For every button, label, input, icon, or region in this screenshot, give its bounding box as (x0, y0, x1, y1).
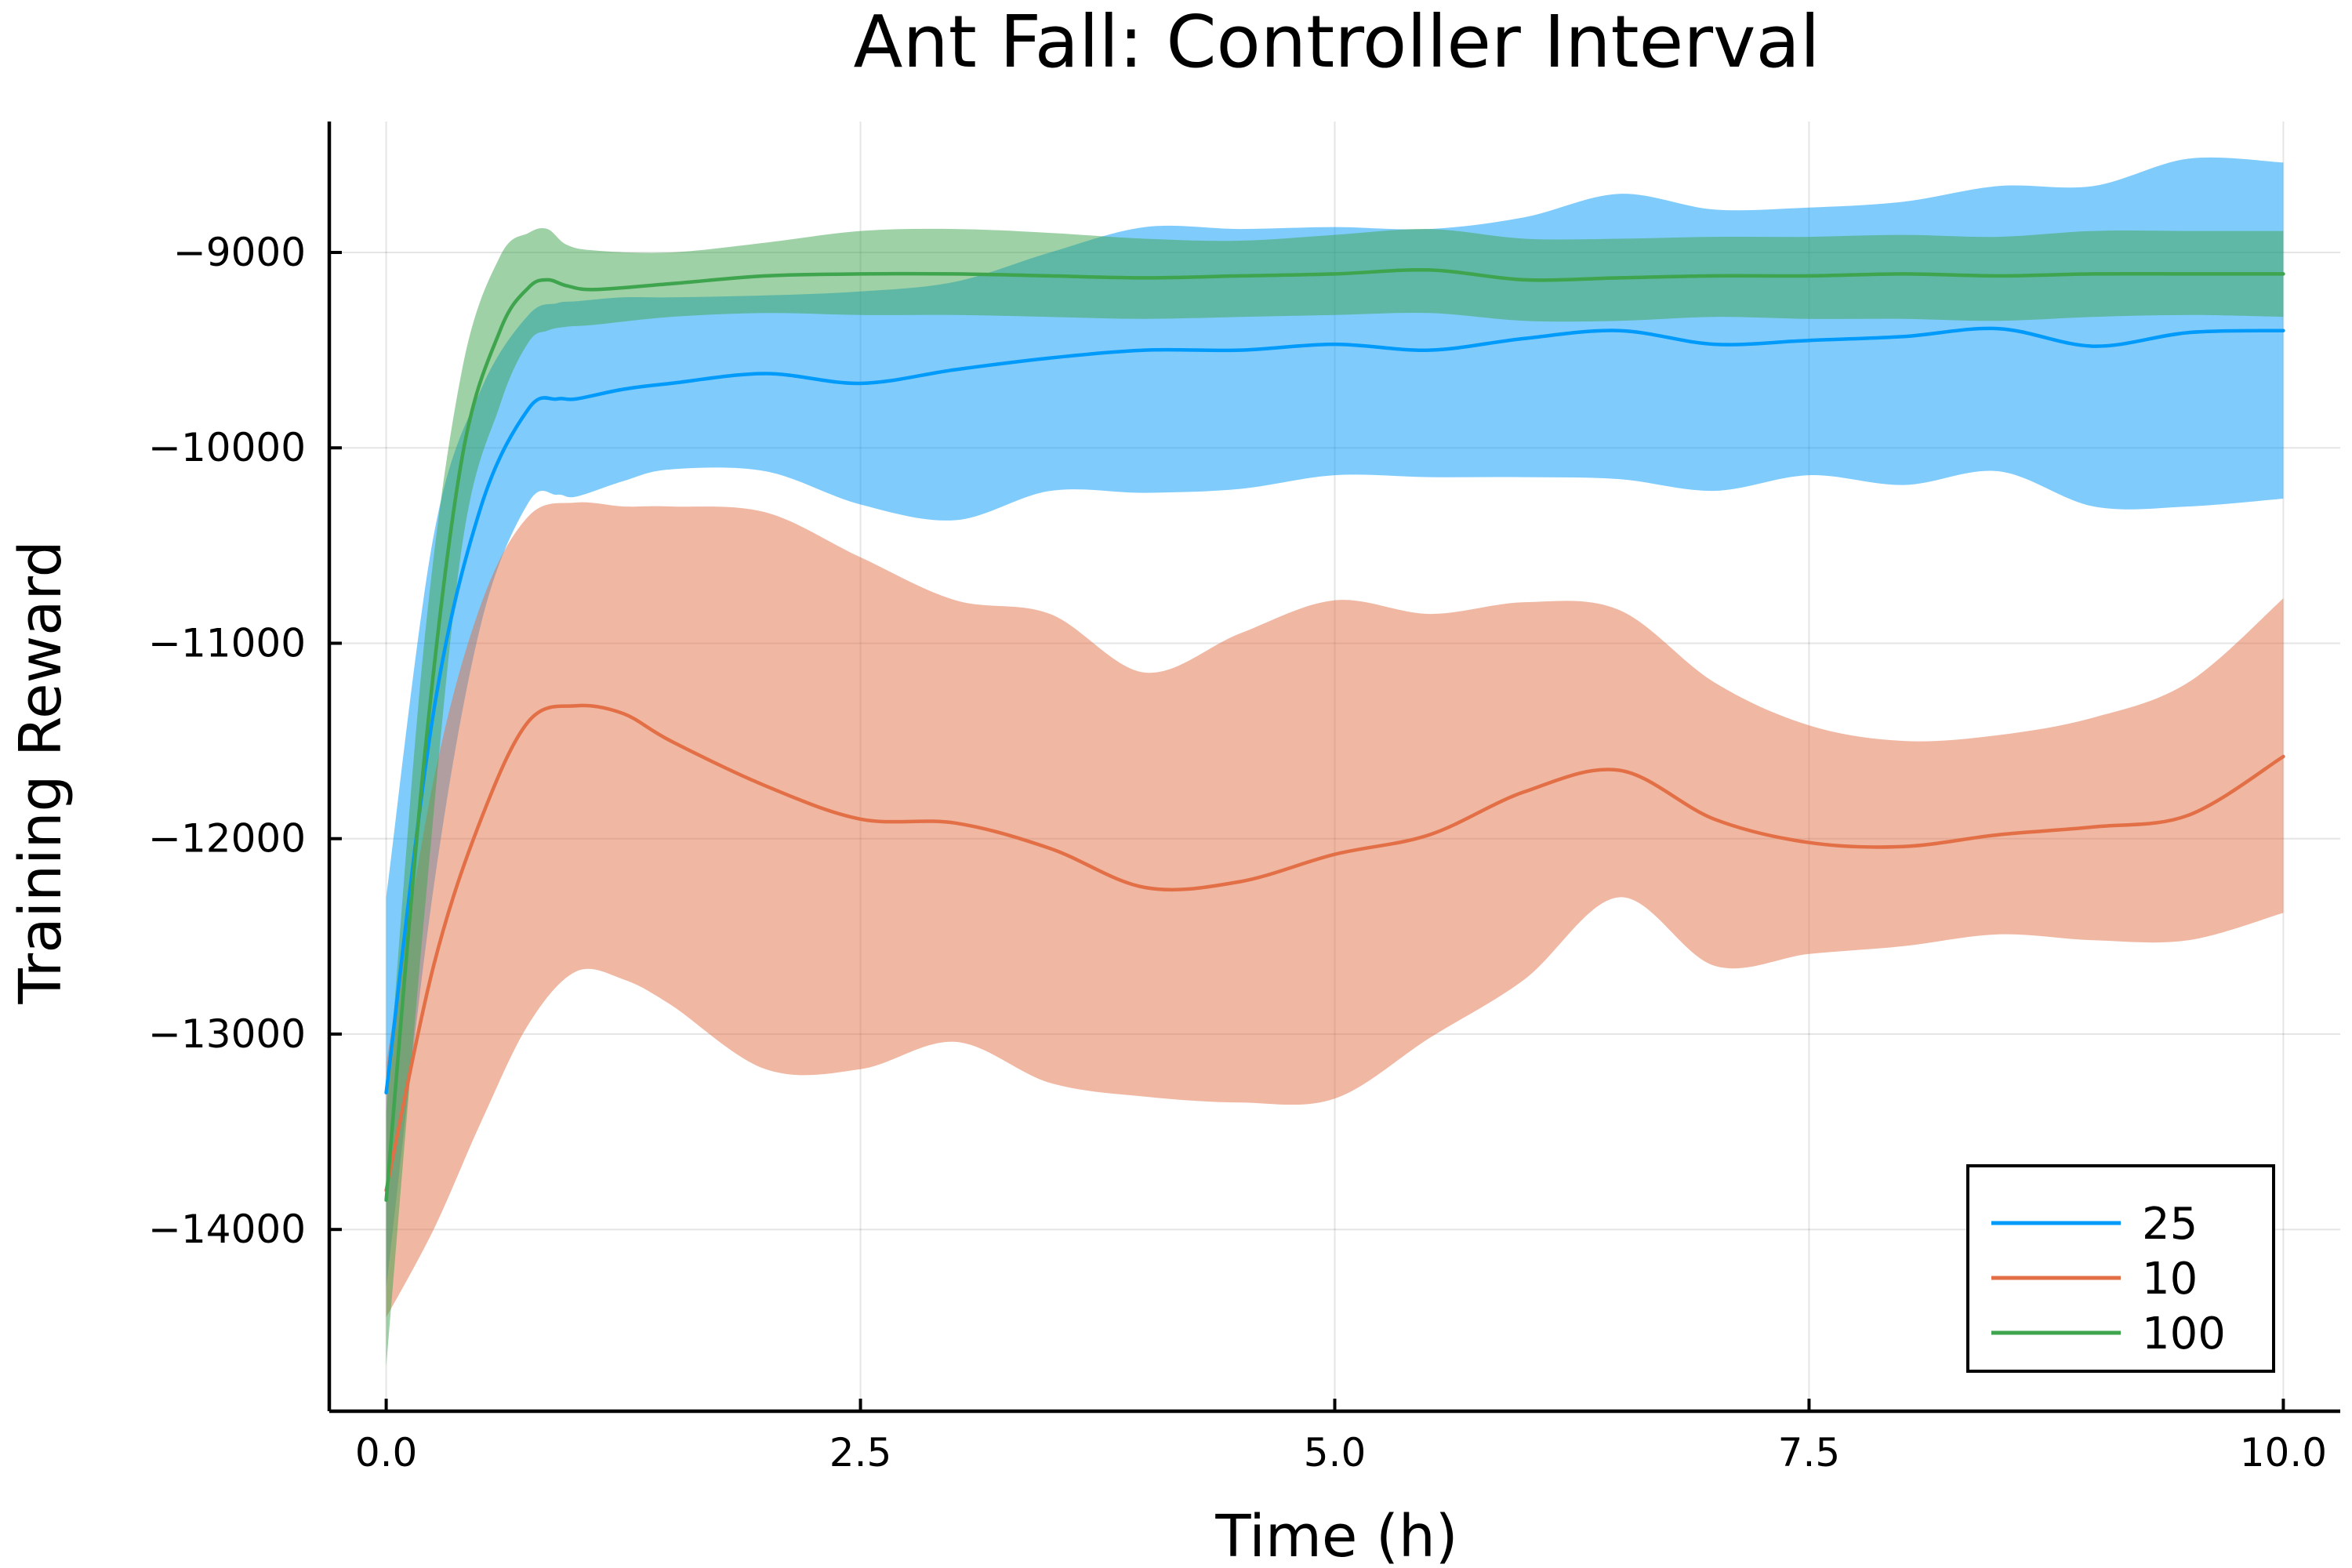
x-tick-label: 0.0 (355, 1430, 418, 1475)
series-line-25 (384, 326, 2285, 1094)
legend-label-10: 10 (2142, 1254, 2198, 1305)
x-tick-label: 7.5 (1778, 1430, 1841, 1475)
series-line-10 (384, 703, 2285, 1192)
y-axis-label: Training Reward (7, 540, 74, 1004)
legend-label-25: 25 (2142, 1199, 2198, 1250)
y-tick-label: −10000 (148, 425, 306, 470)
confidence-band-25 (386, 157, 2284, 1289)
y-tick-label: −11000 (148, 620, 306, 666)
legend-box (1966, 1164, 2275, 1373)
line-layer (384, 267, 2285, 1203)
y-tick-label: −12000 (148, 816, 306, 862)
confidence-band-10 (386, 502, 2284, 1318)
chart-title: Ant Fall: Controller Interval (854, 0, 1820, 84)
x-tick-label: 10.0 (2240, 1430, 2327, 1475)
x-tick-label: 5.0 (1304, 1430, 1367, 1475)
band-layer (386, 157, 2284, 1367)
tick-layer: 0.0 2.5 5.0 7.5 10.0 −9000 −10000 −11000 −12000 −… (148, 230, 2327, 1475)
legend-label-100: 100 (2142, 1308, 2226, 1359)
series-line-100 (384, 267, 2285, 1203)
x-tick-label: 2.5 (829, 1430, 892, 1475)
y-tick-label: −14000 (148, 1207, 306, 1252)
y-tick-label: −9000 (173, 230, 306, 275)
x-axis-label: Time (h) (1214, 1503, 1457, 1568)
y-tick-label: −13000 (148, 1011, 306, 1057)
